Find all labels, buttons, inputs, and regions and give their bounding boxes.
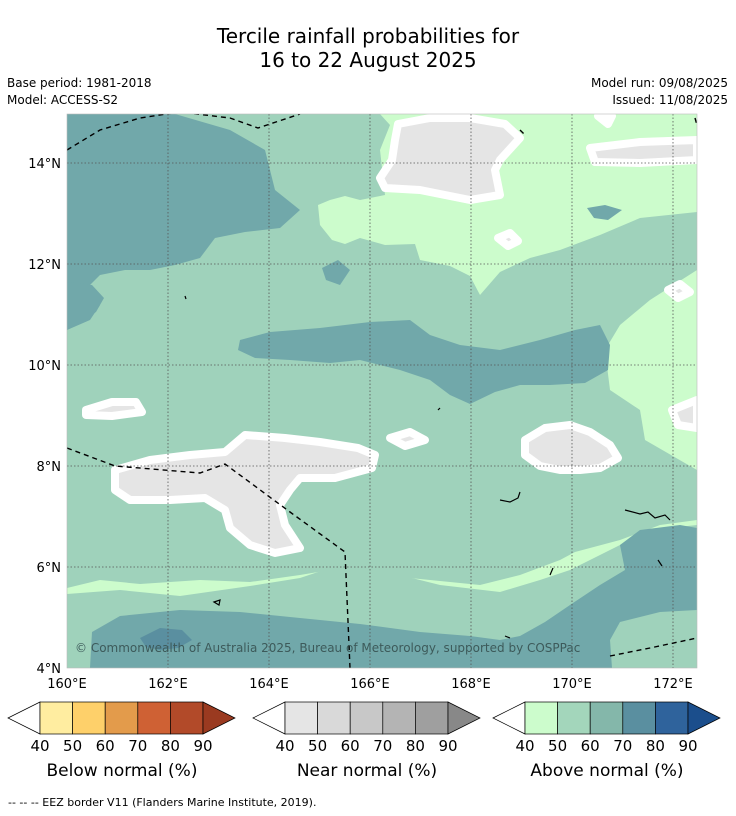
near-region-small-3 bbox=[594, 114, 616, 128]
colorbar-segment bbox=[382, 701, 416, 735]
colorbar-extend-high bbox=[202, 701, 236, 735]
probability-map: © Commonwealth of Australia 2025, Bureau… bbox=[67, 114, 697, 668]
colorbar-segment bbox=[72, 701, 106, 735]
colorbar-extend-high bbox=[447, 701, 481, 735]
issued-date: Issued: 11/08/2025 bbox=[612, 93, 728, 107]
model-run: Model run: 09/08/2025 bbox=[590, 76, 728, 90]
copyright-notice: © Commonwealth of Australia 2025, Bureau… bbox=[75, 641, 580, 655]
colorbar-segment bbox=[104, 701, 139, 735]
map-gridlines bbox=[67, 114, 697, 668]
map-title-line1: Tercile rainfall probabilities for bbox=[216, 24, 520, 48]
colorbar-tick-label: 80 bbox=[161, 737, 180, 755]
colorbar-tick-label: 70 bbox=[613, 737, 632, 755]
colorbar-tick-label: 60 bbox=[581, 737, 600, 755]
colorbar-segment bbox=[557, 701, 591, 735]
near-region-west bbox=[82, 398, 146, 420]
model-name: Model: ACCESS-S2 bbox=[7, 93, 119, 107]
above-60-region-northwest bbox=[67, 114, 300, 330]
near-region-small-1 bbox=[386, 428, 429, 450]
colorbar-tick-label: 70 bbox=[128, 737, 147, 755]
lon-label: 168°E bbox=[451, 677, 491, 692]
colorbar-tick-label: 40 bbox=[30, 737, 49, 755]
colorbar-tick-label: 60 bbox=[96, 737, 115, 755]
lon-label: 172°E bbox=[653, 677, 693, 692]
colorbar-tick-label: 50 bbox=[308, 737, 327, 755]
colorbar-tick-label: 40 bbox=[515, 737, 534, 755]
lon-label: 162°E bbox=[148, 677, 188, 692]
colorbar-segment bbox=[170, 701, 204, 735]
colorbar-segment bbox=[415, 701, 449, 735]
lat-label: 10°N bbox=[28, 359, 61, 374]
colorbar-near: 40 50 60 70 80 90 bbox=[252, 701, 481, 755]
colorbar-tick-label: 80 bbox=[406, 737, 425, 755]
colorbar-tick-label: 80 bbox=[646, 737, 665, 755]
near-region-small-5 bbox=[494, 229, 522, 250]
colorbar-extend-high bbox=[687, 701, 721, 735]
colorbar-segment bbox=[349, 701, 384, 735]
colorbar-segment bbox=[655, 701, 689, 735]
colorbar-segment bbox=[137, 701, 171, 735]
islands bbox=[184, 295, 671, 639]
colorbar-tick-label: 90 bbox=[438, 737, 457, 755]
lon-label: 160°E bbox=[47, 677, 87, 692]
colorbar-label-above: Above normal (%) bbox=[530, 761, 684, 781]
near-region-central bbox=[111, 431, 379, 557]
colorbar-extend-low bbox=[7, 701, 41, 735]
near-region-north bbox=[376, 114, 524, 204]
base-period: Base period: 1981-2018 bbox=[7, 76, 152, 90]
colorbar-below: 40 50 60 70 80 90 bbox=[7, 701, 236, 755]
colorbar-segment bbox=[39, 701, 73, 735]
above-60-region-west bbox=[67, 282, 104, 330]
colorbar-tick-label: 90 bbox=[193, 737, 212, 755]
near-region-small-4 bbox=[664, 280, 694, 302]
lat-label: 12°N bbox=[28, 258, 61, 273]
colorbar-segment bbox=[622, 701, 656, 735]
colorbar-extend-low bbox=[492, 701, 526, 735]
colorbars: 40 50 60 70 80 90 40 50 60 70 80 90 40 50 60 70 80 90 bbox=[7, 701, 721, 755]
colorbar-tick-label: 90 bbox=[678, 737, 697, 755]
colorbar-label-below: Below normal (%) bbox=[46, 761, 198, 781]
lat-label: 6°N bbox=[37, 561, 62, 576]
lat-label: 8°N bbox=[37, 460, 62, 475]
eez-footnote: -- -- -- EEZ border V11 (Flanders Marine… bbox=[8, 796, 317, 809]
above-70-blob-south bbox=[140, 628, 192, 650]
lon-label: 170°E bbox=[552, 677, 592, 692]
above-60-central-band bbox=[238, 320, 610, 404]
near-region-small-2 bbox=[668, 396, 697, 432]
near-region-east bbox=[521, 421, 622, 474]
map-frame bbox=[66, 113, 698, 669]
lat-label: 4°N bbox=[37, 662, 62, 677]
latitude-labels: 14°N 12°N 10°N 8°N 6°N 4°N bbox=[28, 157, 61, 677]
colorbar-label-near: Near normal (%) bbox=[296, 761, 438, 781]
map-title-line2: 16 to 22 August 2025 bbox=[259, 48, 477, 72]
lon-label: 164°E bbox=[249, 677, 289, 692]
colorbar-tick-label: 50 bbox=[548, 737, 567, 755]
colorbar-tick-label: 60 bbox=[341, 737, 360, 755]
above-60-blob-northeast bbox=[587, 205, 622, 220]
colorbar-segment bbox=[317, 701, 351, 735]
lat-label: 14°N bbox=[28, 157, 61, 172]
colorbar-tick-label: 70 bbox=[373, 737, 392, 755]
above-60-region-south bbox=[90, 525, 697, 668]
eez-borders bbox=[67, 114, 697, 668]
colorbar-segment bbox=[589, 701, 624, 735]
above-60-blob-north bbox=[322, 260, 350, 285]
near-normal-regions bbox=[82, 114, 697, 557]
colorbar-segment bbox=[284, 701, 318, 735]
colorbar-segment bbox=[524, 701, 558, 735]
longitude-labels: 160°E 162°E 164°E 166°E 168°E 170°E 172°… bbox=[47, 677, 693, 692]
near-region-northeast bbox=[586, 136, 697, 167]
colorbar-tick-label: 50 bbox=[63, 737, 82, 755]
colorbar-above: 40 50 60 70 80 90 bbox=[492, 701, 721, 755]
colorbar-extend-low bbox=[252, 701, 286, 735]
lon-label: 166°E bbox=[350, 677, 390, 692]
colorbar-tick-label: 40 bbox=[275, 737, 294, 755]
